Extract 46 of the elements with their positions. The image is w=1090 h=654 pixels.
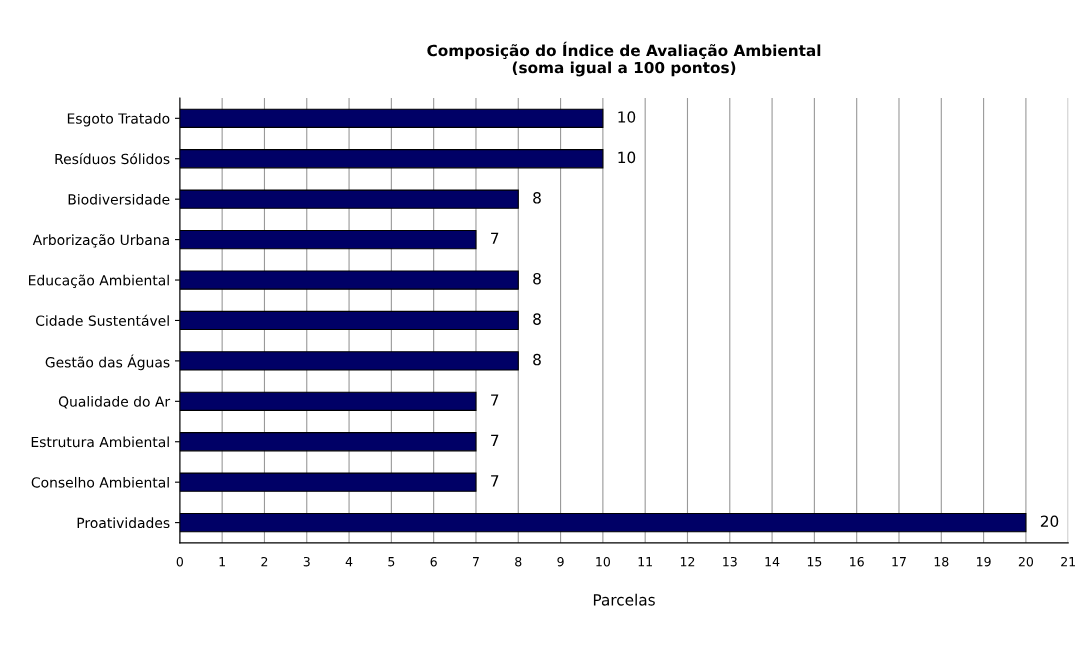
y-tick-label: Estrutura Ambiental [31, 436, 169, 448]
x-tick-label: 5 [388, 557, 395, 567]
x-tick-label: 12 [680, 556, 695, 567]
x-tick-label: 14 [765, 557, 780, 567]
x-tick-label: 10 [596, 556, 610, 567]
x-tick-label: 21 [1061, 556, 1075, 567]
data-label: 10 [618, 111, 636, 123]
x-tick-label: 17 [892, 557, 906, 567]
x-axis-title: Parcelas [593, 593, 655, 606]
x-tick-label: 11 [638, 557, 652, 567]
x-tick-label: 3 [303, 556, 310, 567]
x-tick-label: 0 [176, 556, 183, 567]
data-label: 8 [533, 192, 541, 204]
x-tick-label: 6 [430, 556, 437, 567]
y-tick-label: Resíduos Sólidos [55, 152, 170, 165]
x-tick-label: 9 [557, 556, 564, 567]
x-tick-label: 1 [219, 557, 225, 567]
data-label: 8 [533, 353, 541, 366]
data-label: 20 [1040, 515, 1059, 528]
x-tick-label: 8 [515, 556, 522, 567]
data-label: 8 [533, 313, 541, 325]
data-label: 7 [491, 434, 499, 446]
x-tick-label: 13 [723, 556, 737, 567]
x-tick-label: 15 [807, 557, 822, 567]
x-tick-label: 18 [934, 556, 949, 567]
y-tick-label: Educação Ambiental [29, 274, 169, 288]
y-tick-label: Gestão das Águas [45, 354, 170, 371]
y-tick-label: Conselho Ambiental [31, 476, 169, 488]
y-tick-label: Esgoto Tratado [67, 113, 170, 127]
x-tick-label: 16 [850, 556, 864, 567]
data-label: 10 [618, 151, 636, 164]
y-tick-label: Arborização Urbana [32, 234, 169, 248]
y-tick-label: Biodiversidade [68, 193, 170, 205]
data-label: 7 [491, 475, 499, 487]
x-tick-label: 19 [977, 556, 991, 567]
x-tick-label: 20 [1018, 556, 1034, 567]
y-tick-label: Proatividades [77, 517, 170, 529]
x-tick-label: 4 [345, 557, 353, 567]
y-tick-label: Cidade Sustentável [36, 314, 169, 326]
x-tick-label: 7 [473, 557, 479, 567]
data-label: 8 [533, 272, 541, 285]
data-label: 7 [491, 394, 499, 406]
x-tick-label: 2 [261, 556, 268, 567]
data-label: 7 [491, 232, 499, 244]
chart-title: Composição do Índice de Avaliação Ambiental (soma igual a 100 pontos) [427, 41, 821, 77]
y-tick-label: Qualidade do Ar [58, 396, 171, 409]
